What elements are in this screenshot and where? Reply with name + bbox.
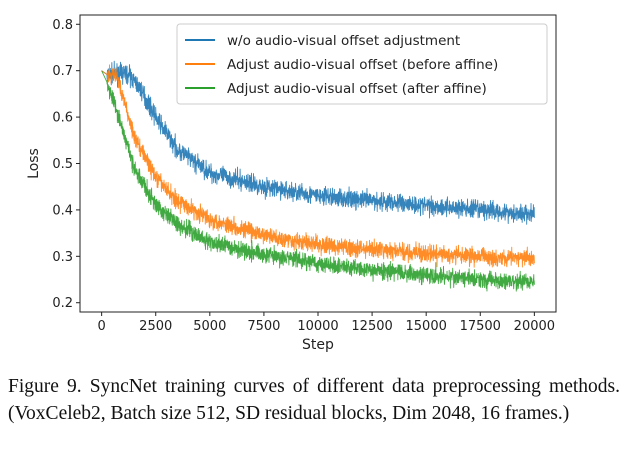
series-line-2 <box>101 70 535 292</box>
x-tick-label: 7500 <box>247 319 280 334</box>
y-tick-label: 0.5 <box>52 157 73 172</box>
series-layer <box>101 60 535 292</box>
ticks-layer: 0 2500 5000 7500 10000 12500 15000 17500 20000 0.… <box>52 18 555 334</box>
legend-box <box>176 23 548 105</box>
x-tick-label: 10000 <box>297 319 338 334</box>
x-tick-label: 12500 <box>351 319 392 334</box>
y-tick-label: 0.2 <box>52 296 73 311</box>
x-axis-title: Step <box>302 337 334 353</box>
y-axis-title: Loss <box>26 148 42 179</box>
y-tick-label: 0.6 <box>52 111 73 126</box>
x-tick-label: 5000 <box>193 319 226 334</box>
x-tick-label: 20000 <box>514 319 555 334</box>
legend: w/o audio-visual offset adjustment Adjus… <box>176 23 548 105</box>
legend-label-series-1: Adjust audio-visual offset (before affin… <box>227 57 498 73</box>
series-line-0 <box>101 60 535 225</box>
y-tick-label: 0.3 <box>52 250 73 265</box>
x-tick-label: 15000 <box>406 319 447 334</box>
x-tick-label: 2500 <box>139 319 172 334</box>
x-tick-label: 0 <box>97 319 105 334</box>
y-tick-label: 0.8 <box>52 18 73 33</box>
figure-caption: Figure 9. SyncNet training curves of dif… <box>8 376 620 424</box>
legend-label-series-0: w/o audio-visual offset adjustment <box>227 33 460 49</box>
legend-label-series-2: Adjust audio-visual offset (after affine… <box>227 81 487 97</box>
y-tick-label: 0.7 <box>52 64 73 79</box>
x-tick-label: 17500 <box>460 319 501 334</box>
loss-chart: 0 2500 5000 7500 10000 12500 15000 17500 20000 0.… <box>26 14 557 353</box>
series-line-1 <box>101 64 535 268</box>
y-tick-label: 0.4 <box>52 203 73 218</box>
